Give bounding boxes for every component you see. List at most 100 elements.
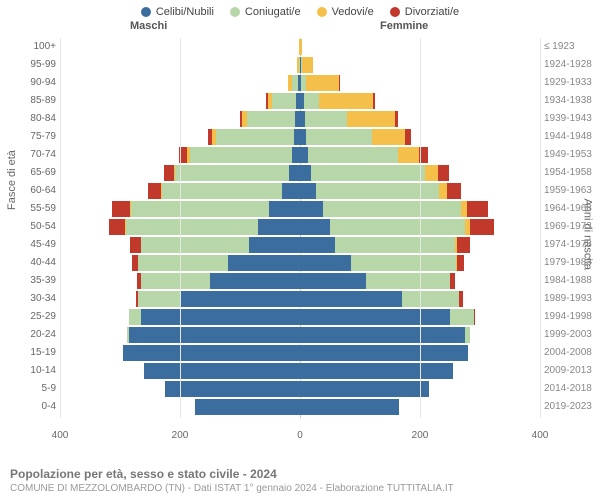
- bar-segment: [335, 237, 455, 253]
- bar-segment: [311, 165, 425, 181]
- bar-segment: [141, 309, 300, 325]
- bar-segment: [447, 183, 461, 199]
- gridline: [420, 38, 421, 418]
- bar-male: [132, 255, 300, 271]
- bar-segment: [300, 237, 335, 253]
- age-label: 85-89: [0, 92, 60, 110]
- bar-male: [179, 147, 300, 163]
- age-row: 85-891934-1938: [60, 92, 540, 110]
- bar-segment: [129, 327, 300, 343]
- bar-female: [300, 75, 340, 91]
- bar-segment: [347, 111, 395, 127]
- bar-male: [137, 273, 300, 289]
- age-label: 95-99: [0, 56, 60, 74]
- legend-label: Divorziati/e: [405, 6, 459, 18]
- bar-segment: [216, 129, 294, 145]
- birth-year-label: 1939-1943: [540, 110, 600, 128]
- age-label: 40-44: [0, 254, 60, 272]
- bar-segment: [300, 399, 399, 415]
- bar-segment: [305, 111, 347, 127]
- bar-segment: [439, 183, 447, 199]
- gridline: [60, 38, 61, 418]
- legend-item: Coniugati/e: [230, 6, 301, 18]
- bar-male: [240, 111, 300, 127]
- bar-segment: [300, 309, 450, 325]
- pyramid-chart: 100+≤ 192395-991924-192890-941929-193385…: [60, 38, 540, 418]
- bar-segment: [123, 345, 300, 361]
- birth-year-label: 1959-1963: [540, 182, 600, 200]
- age-label: 55-59: [0, 200, 60, 218]
- bar-segment: [148, 183, 161, 199]
- age-row: 70-741949-1953: [60, 146, 540, 164]
- birth-year-label: 2014-2018: [540, 380, 600, 398]
- birth-year-label: 1949-1953: [540, 146, 600, 164]
- age-label: 35-39: [0, 272, 60, 290]
- birth-year-label: 1974-1978: [540, 236, 600, 254]
- bar-segment: [304, 93, 319, 109]
- bar-segment: [141, 273, 210, 289]
- bar-segment: [247, 111, 295, 127]
- bar-segment: [269, 201, 300, 217]
- bar-male: [148, 183, 300, 199]
- bar-segment: [319, 93, 373, 109]
- bar-segment: [258, 219, 300, 235]
- bar-female: [300, 111, 398, 127]
- bar-segment: [138, 255, 228, 271]
- header-female: Femmine: [380, 20, 428, 32]
- bar-male: [165, 381, 300, 397]
- age-label: 80-84: [0, 110, 60, 128]
- bar-segment: [190, 147, 292, 163]
- age-row: 50-541969-1973: [60, 218, 540, 236]
- age-row: 40-441979-1983: [60, 254, 540, 272]
- age-label: 65-69: [0, 164, 60, 182]
- legend-label: Coniugati/e: [245, 6, 301, 18]
- x-tick: 400: [52, 430, 69, 441]
- bar-female: [300, 93, 375, 109]
- bar-segment: [308, 147, 398, 163]
- legend: Celibi/NubiliConiugati/eVedovi/eDivorzia…: [0, 0, 600, 20]
- age-row: 15-192004-2008: [60, 344, 540, 362]
- age-label: 10-14: [0, 362, 60, 380]
- age-label: 70-74: [0, 146, 60, 164]
- bar-segment: [395, 111, 399, 127]
- bar-segment: [306, 75, 339, 91]
- bar-segment: [300, 291, 402, 307]
- bar-segment: [459, 291, 463, 307]
- bar-segment: [465, 327, 470, 343]
- bar-segment: [339, 75, 340, 91]
- bar-male: [195, 399, 300, 415]
- bar-segment: [289, 165, 300, 181]
- bar-segment: [300, 345, 468, 361]
- bar-segment: [249, 237, 300, 253]
- age-row: 5-92014-2018: [60, 380, 540, 398]
- age-label: 20-24: [0, 326, 60, 344]
- bar-female: [300, 201, 488, 217]
- bar-segment: [292, 147, 300, 163]
- birth-year-label: 1999-2003: [540, 326, 600, 344]
- footer-title: Popolazione per età, sesso e stato civil…: [10, 467, 590, 481]
- bar-segment: [141, 237, 249, 253]
- legend-item: Divorziati/e: [390, 6, 459, 18]
- bar-segment: [164, 165, 174, 181]
- gridline: [180, 38, 181, 418]
- bar-segment: [398, 147, 419, 163]
- bar-female: [300, 291, 463, 307]
- bar-segment: [300, 39, 302, 55]
- bar-female: [300, 363, 453, 379]
- legend-label: Vedovi/e: [332, 6, 374, 18]
- column-headers: Maschi Femmine: [0, 20, 600, 36]
- bar-female: [300, 183, 461, 199]
- bar-segment: [109, 219, 125, 235]
- age-label: 100+: [0, 38, 60, 56]
- bar-male: [127, 327, 300, 343]
- bar-male: [123, 345, 300, 361]
- birth-year-label: 1954-1958: [540, 164, 600, 182]
- bar-female: [300, 309, 475, 325]
- bar-segment: [425, 165, 438, 181]
- bar-segment: [130, 237, 141, 253]
- bar-segment: [467, 201, 489, 217]
- bar-segment: [402, 291, 459, 307]
- bar-segment: [351, 255, 456, 271]
- bar-segment: [272, 93, 296, 109]
- legend-swatch: [230, 7, 240, 17]
